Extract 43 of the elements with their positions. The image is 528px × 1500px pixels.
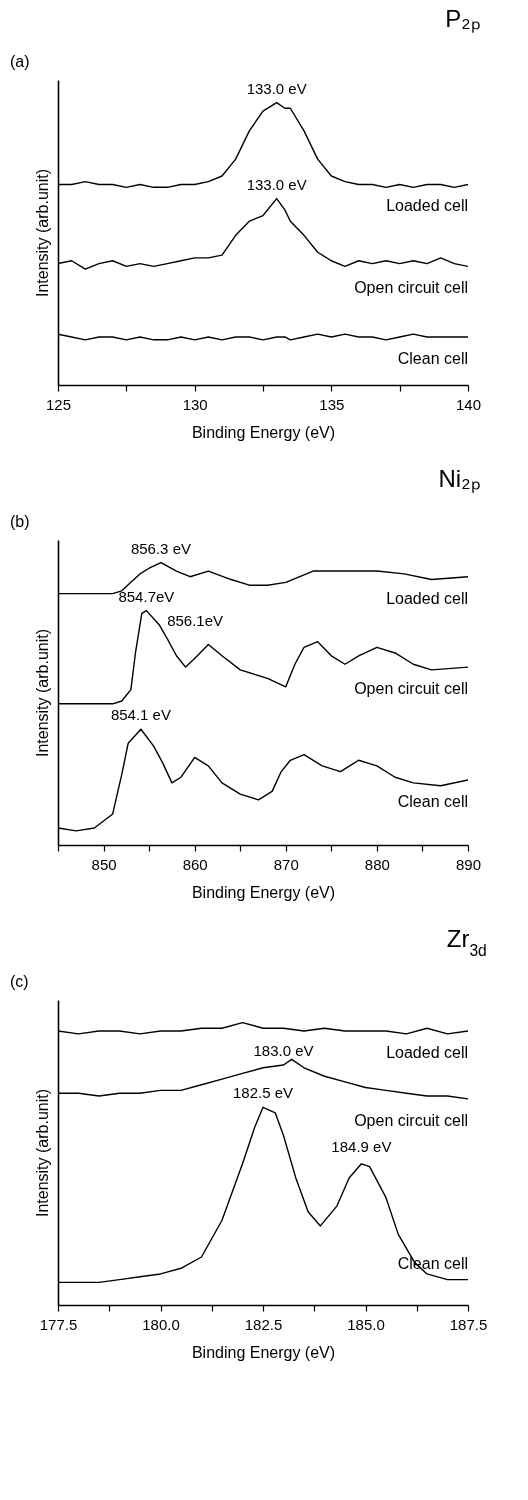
x-tick-label: 850 bbox=[91, 855, 117, 873]
x-axis-title: Binding Energy (eV) bbox=[191, 1343, 336, 1361]
series-label: Open circuit cell bbox=[354, 680, 468, 698]
annotation: 854.7eV bbox=[118, 587, 175, 605]
series-label: Open circuit cell bbox=[354, 279, 468, 297]
y-axis-title: Intensity (arb.unit) bbox=[33, 628, 51, 758]
text: (a) bbox=[10, 53, 30, 70]
text: (c) bbox=[10, 973, 29, 990]
chart-title: P₂ₚ bbox=[445, 5, 481, 33]
x-tick-label: 177.5 bbox=[39, 1315, 78, 1333]
series-label: Clean cell bbox=[397, 349, 468, 367]
annotation: 133.0 eV bbox=[246, 79, 307, 97]
series-label: Clean cell bbox=[397, 793, 468, 811]
chart-title: Ni₂ₚ bbox=[438, 465, 481, 493]
annotation: 183.0 eV bbox=[253, 1041, 314, 1059]
x-tick-label: 870 bbox=[273, 855, 299, 873]
y-axis-title: Intensity (arb.unit) bbox=[33, 168, 51, 298]
annotation: 854.1 eV bbox=[110, 706, 171, 724]
x-tick-label: 185.0 bbox=[347, 1315, 385, 1333]
x-tick-label: 140 bbox=[455, 395, 482, 413]
x-tick-label: 860 bbox=[182, 855, 208, 873]
annotation: 856.1eV bbox=[167, 611, 224, 629]
series-label: Loaded cell bbox=[386, 1044, 468, 1062]
x-tick-label: 180.0 bbox=[142, 1315, 180, 1333]
annotation: 133.0 eV bbox=[246, 175, 307, 193]
x-axis-title: Binding Energy (eV) bbox=[191, 883, 336, 901]
x-tick-label: 135 bbox=[319, 395, 345, 413]
series-label: Loaded cell bbox=[386, 589, 468, 607]
x-tick-label: 880 bbox=[364, 855, 390, 873]
annotation: 182.5 eV bbox=[232, 1084, 294, 1102]
series-label: Loaded cell bbox=[386, 197, 468, 215]
chart-title: Zr$_{3d}$ bbox=[446, 925, 487, 959]
text: (b) bbox=[10, 513, 30, 530]
x-tick-label: 187.5 bbox=[449, 1315, 488, 1333]
y-axis-title: Intensity (arb.unit) bbox=[33, 1088, 51, 1218]
x-tick-label: 130 bbox=[182, 395, 208, 413]
x-axis-title: Binding Energy (eV) bbox=[191, 423, 336, 441]
x-tick-label: 182.5 bbox=[244, 1315, 283, 1333]
x-tick-label: 125 bbox=[45, 395, 72, 413]
series-label: Open circuit cell bbox=[354, 1111, 468, 1129]
x-tick-label: 890 bbox=[455, 855, 482, 873]
annotation: 184.9 eV bbox=[331, 1137, 392, 1155]
annotation: 856.3 eV bbox=[130, 539, 191, 557]
